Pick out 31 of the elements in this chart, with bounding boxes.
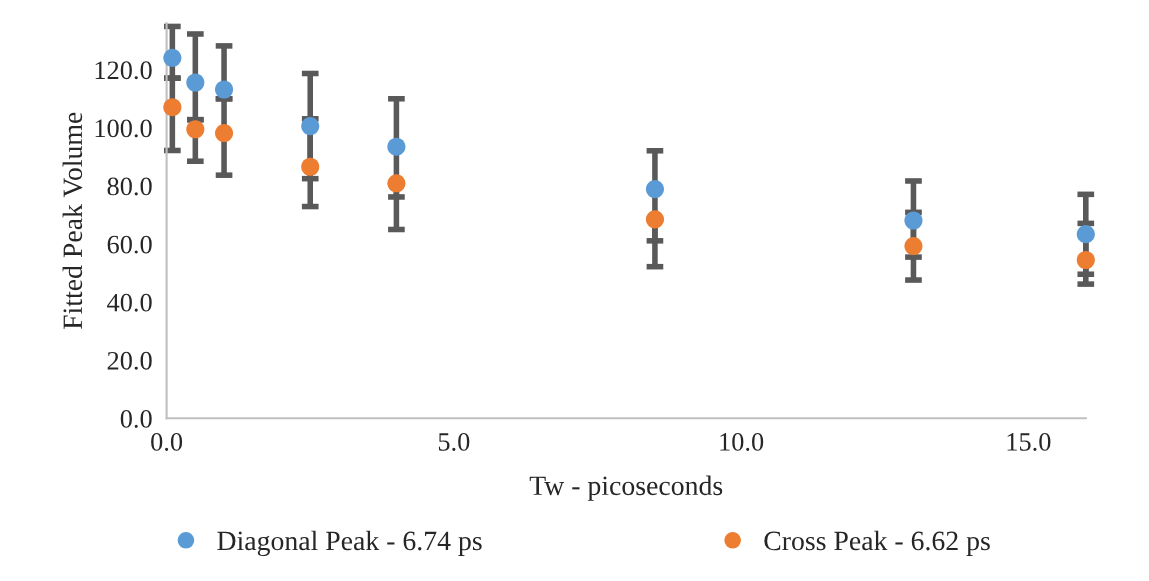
point xyxy=(301,117,320,136)
x-axis-title: Tw - picoseconds xyxy=(529,475,723,501)
x-tick-label: 5.0 xyxy=(438,432,470,451)
y-tick-label: 0.0 xyxy=(120,409,152,428)
y-tick-label: 80.0 xyxy=(107,177,152,196)
point xyxy=(904,237,923,256)
point xyxy=(904,211,923,230)
point xyxy=(301,157,320,176)
point xyxy=(186,73,205,92)
point xyxy=(215,80,234,99)
point xyxy=(387,174,406,193)
point xyxy=(645,180,664,199)
legend-label: Cross Peak - 6.62 ps xyxy=(764,530,990,556)
point xyxy=(387,137,406,156)
y-axis-title: Fitted Peak Volume xyxy=(62,112,83,330)
point xyxy=(163,48,182,67)
point xyxy=(645,210,664,229)
point xyxy=(1076,250,1095,270)
legend-label: Diagonal Peak - 6.74 ps xyxy=(217,530,482,556)
x-tick-label: 0.0 xyxy=(151,432,183,451)
y-tick-label: 100.0 xyxy=(95,119,152,138)
point xyxy=(215,123,234,143)
y-tick-label: 20.0 xyxy=(107,351,152,370)
y-tick-label: 60.0 xyxy=(107,235,152,254)
point xyxy=(1076,225,1095,244)
y-tick-label: 120.0 xyxy=(95,61,152,80)
x-tick-label: 10.0 xyxy=(720,432,764,451)
x-tick-label: 15.0 xyxy=(1007,432,1051,451)
point xyxy=(186,120,205,139)
point xyxy=(163,98,182,117)
y-tick-label: 40.0 xyxy=(107,293,152,312)
